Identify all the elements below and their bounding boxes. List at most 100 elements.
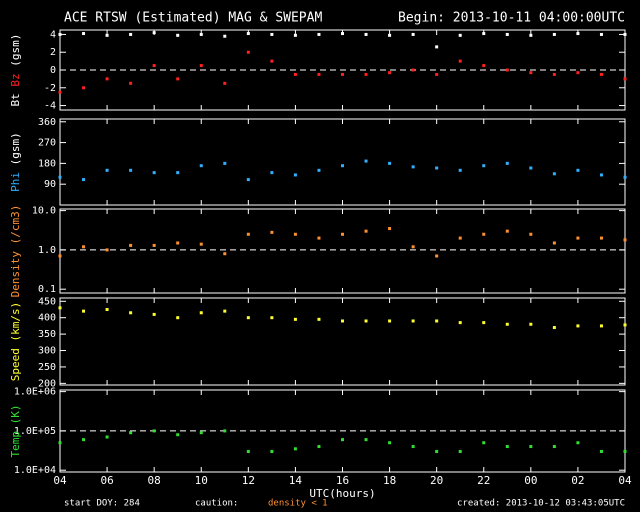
- data-point: [505, 229, 509, 233]
- y-tick-label: 0: [50, 65, 56, 76]
- data-point: [505, 68, 509, 72]
- data-point: [199, 64, 203, 68]
- data-point: [529, 232, 533, 236]
- y-tick-label: -4: [44, 101, 56, 112]
- data-point: [576, 168, 580, 172]
- y-tick-label: 0.1: [38, 284, 56, 295]
- x-tick-label: 12: [242, 474, 255, 487]
- data-point: [505, 445, 509, 449]
- y-tick-label: 360: [38, 117, 56, 128]
- y-tick-label: 10.0: [32, 206, 56, 217]
- x-tick-label: 14: [289, 474, 303, 487]
- data-point: [223, 161, 227, 165]
- x-tick-label: 22: [477, 474, 490, 487]
- data-point: [458, 59, 462, 63]
- x-tick-label: 10: [195, 474, 208, 487]
- data-point: [623, 77, 627, 81]
- data-point: [317, 445, 321, 449]
- y-axis-label-part: Density (/cm3): [9, 205, 22, 298]
- data-point: [223, 81, 227, 85]
- data-point: [58, 441, 62, 445]
- y-tick-label: 1.0: [38, 245, 56, 256]
- data-point: [293, 72, 297, 76]
- data-point: [223, 429, 227, 433]
- data-point: [576, 32, 580, 36]
- data-point: [129, 431, 133, 435]
- data-point: [293, 447, 297, 451]
- data-point: [152, 64, 156, 68]
- data-point: [129, 32, 133, 36]
- data-point: [246, 50, 250, 54]
- y-tick-label: -2: [44, 83, 56, 94]
- data-point: [364, 438, 368, 442]
- data-point: [293, 173, 297, 177]
- y-tick-label: 1.0E+04: [14, 465, 56, 476]
- data-point: [176, 316, 180, 320]
- data-point: [317, 72, 321, 76]
- data-point: [388, 441, 392, 445]
- y-tick-label: 90: [44, 179, 56, 190]
- data-point: [529, 33, 533, 37]
- data-point: [341, 72, 344, 76]
- y-tick-label: 180: [38, 158, 56, 169]
- data-point: [435, 449, 439, 453]
- data-point: [435, 45, 439, 49]
- y-axis-label-part: Bt: [9, 93, 22, 106]
- data-point: [82, 438, 86, 442]
- data-point: [435, 166, 439, 170]
- data-point: [246, 178, 250, 182]
- data-point: [152, 312, 156, 316]
- data-point: [529, 322, 533, 326]
- x-tick-label: 06: [100, 474, 113, 487]
- data-point: [293, 33, 297, 37]
- data-point: [82, 245, 86, 249]
- data-point: [105, 168, 109, 172]
- y-tick-label: 250: [38, 362, 56, 373]
- data-point: [599, 449, 603, 453]
- data-point: [411, 319, 415, 323]
- data-point: [411, 445, 415, 449]
- data-point: [317, 236, 321, 240]
- x-tick-label: 20: [430, 474, 443, 487]
- data-point: [599, 324, 603, 328]
- data-point: [105, 77, 109, 81]
- data-point: [599, 72, 603, 76]
- data-point: [176, 241, 180, 245]
- data-point: [505, 32, 509, 36]
- data-point: [58, 254, 62, 258]
- data-point: [482, 321, 486, 325]
- data-point: [105, 248, 109, 252]
- y-axis-label-part: Speed (km/s): [9, 302, 22, 381]
- data-point: [482, 164, 486, 168]
- y-tick-label: 200: [38, 378, 56, 389]
- data-point: [482, 441, 486, 445]
- data-point: [317, 317, 321, 321]
- data-point: [388, 319, 392, 323]
- data-point: [623, 323, 627, 327]
- data-point: [293, 232, 297, 236]
- data-point: [341, 438, 344, 442]
- data-point: [482, 232, 486, 236]
- data-point: [552, 172, 556, 176]
- y-tick-label: 270: [38, 138, 56, 149]
- y-tick-label: 1.0E+05: [14, 426, 56, 437]
- data-point: [341, 32, 344, 36]
- chart-title: ACE RTSW (Estimated) MAG & SWEPAM: [64, 11, 322, 26]
- data-point: [270, 171, 274, 175]
- data-point: [199, 164, 203, 168]
- data-point: [552, 326, 556, 330]
- x-tick-label: 04: [618, 474, 632, 487]
- data-point: [105, 33, 109, 37]
- data-point: [388, 227, 392, 231]
- data-point: [246, 32, 250, 36]
- data-point: [129, 311, 133, 315]
- data-point: [58, 32, 62, 36]
- data-point: [152, 429, 156, 433]
- data-point: [599, 236, 603, 240]
- data-point: [576, 441, 580, 445]
- caution: caution:: [195, 499, 238, 509]
- data-point: [529, 71, 533, 75]
- data-point: [552, 72, 556, 76]
- y-tick-label: 4: [50, 29, 56, 40]
- data-point: [623, 32, 627, 36]
